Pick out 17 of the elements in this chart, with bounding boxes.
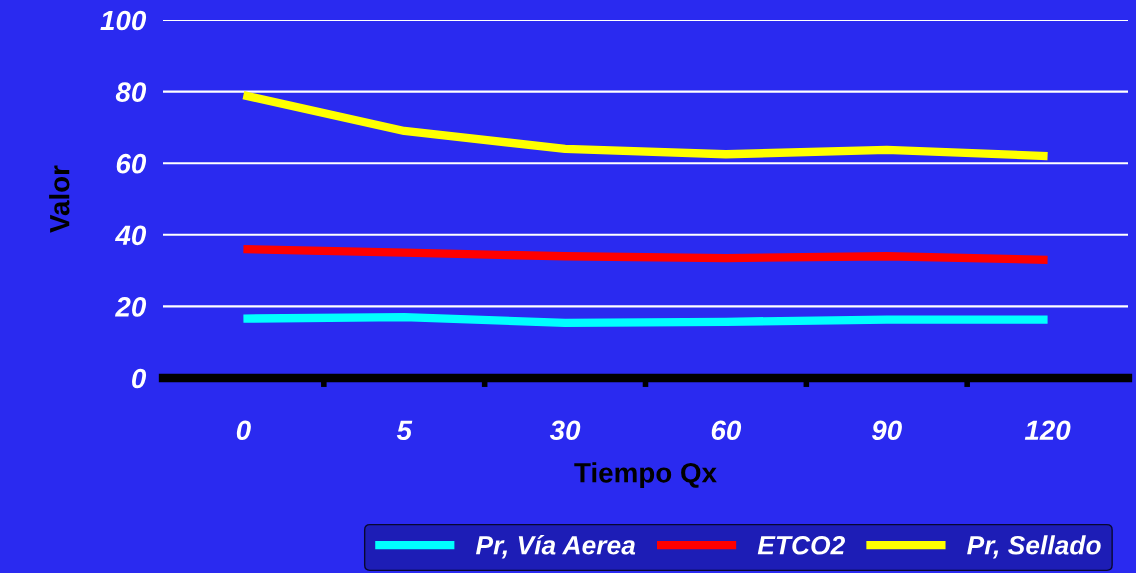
y-tick-label: 40 — [114, 225, 147, 246]
x-tick-label: 0 — [236, 420, 251, 441]
y-tick-label: 0 — [132, 368, 147, 389]
x-tick-label: 60 — [711, 420, 742, 441]
legend-label: Pr, Vía Aerea — [475, 534, 636, 559]
x-axis-title: Tiempo Qx — [574, 462, 717, 489]
y-tick-label: 20 — [115, 297, 147, 317]
y-tick-label: 80 — [115, 82, 147, 102]
legend-label: Pr, Sellado — [967, 535, 1101, 559]
y-tick-label: 100 — [100, 10, 147, 31]
x-tick-label: 120 — [1024, 420, 1071, 441]
x-tick-label: 30 — [549, 420, 581, 441]
legend-label: ETCO2 — [757, 535, 845, 555]
x-tick-label: 5 — [396, 420, 413, 441]
y-tick-label: 60 — [116, 153, 147, 174]
x-tick-label: 90 — [871, 420, 902, 441]
y-axis-title: Valor — [49, 165, 70, 233]
